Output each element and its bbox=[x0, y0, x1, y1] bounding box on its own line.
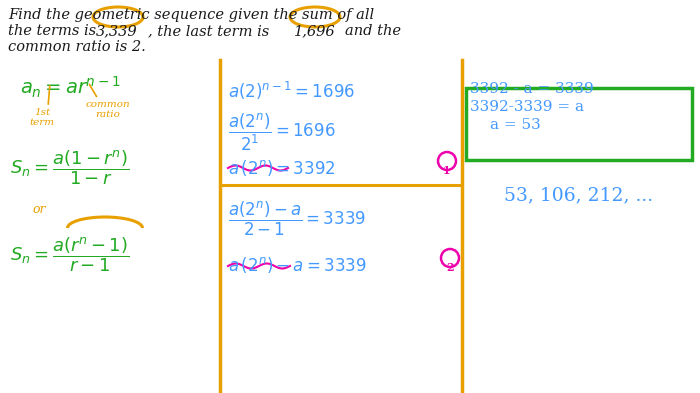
Text: $S_n = \dfrac{a\left(1-r^n\right)}{1-r}$: $S_n = \dfrac{a\left(1-r^n\right)}{1-r}$ bbox=[10, 148, 130, 187]
Text: $a\,(2^n) = 3392$: $a\,(2^n) = 3392$ bbox=[228, 158, 335, 178]
Text: $a\,(2^n) - a = 3339$: $a\,(2^n) - a = 3339$ bbox=[228, 255, 367, 275]
Text: $\dfrac{a(2^n)-a}{2-1} = 3339$: $\dfrac{a(2^n)-a}{2-1} = 3339$ bbox=[228, 200, 366, 238]
Text: or: or bbox=[32, 203, 46, 216]
Text: $\dfrac{a(2^n)}{2^1} = 1696$: $\dfrac{a(2^n)}{2^1} = 1696$ bbox=[228, 112, 335, 153]
Text: a = 53: a = 53 bbox=[490, 118, 540, 132]
Text: and the: and the bbox=[345, 24, 401, 38]
Text: common ratio is 2.: common ratio is 2. bbox=[8, 40, 146, 54]
Text: 53, 106, 212, ...: 53, 106, 212, ... bbox=[505, 186, 654, 204]
Text: 2: 2 bbox=[446, 262, 454, 273]
Text: Find the geometric sequence given the sum of all: Find the geometric sequence given the su… bbox=[8, 8, 374, 22]
Text: 1: 1 bbox=[443, 165, 451, 176]
Text: $S_n = \dfrac{a\left(r^n-1\right)}{r-1}$: $S_n = \dfrac{a\left(r^n-1\right)}{r-1}$ bbox=[10, 235, 130, 274]
Text: $a(2)^{n-1} = 1696$: $a(2)^{n-1} = 1696$ bbox=[228, 80, 355, 102]
Text: 1st: 1st bbox=[34, 108, 50, 117]
Text: 3392 - a = 3339: 3392 - a = 3339 bbox=[470, 82, 594, 96]
Text: the terms is: the terms is bbox=[8, 24, 96, 38]
Text: 3,339: 3,339 bbox=[96, 24, 138, 38]
Text: , the last term is: , the last term is bbox=[148, 24, 270, 38]
Text: $a_n = ar^{n-1}$: $a_n = ar^{n-1}$ bbox=[20, 75, 120, 100]
Text: common: common bbox=[85, 100, 130, 109]
Text: 1,696: 1,696 bbox=[294, 24, 335, 38]
Text: 3392-3339 = a: 3392-3339 = a bbox=[470, 100, 584, 114]
Text: ratio: ratio bbox=[96, 110, 120, 119]
Text: term: term bbox=[29, 118, 55, 127]
